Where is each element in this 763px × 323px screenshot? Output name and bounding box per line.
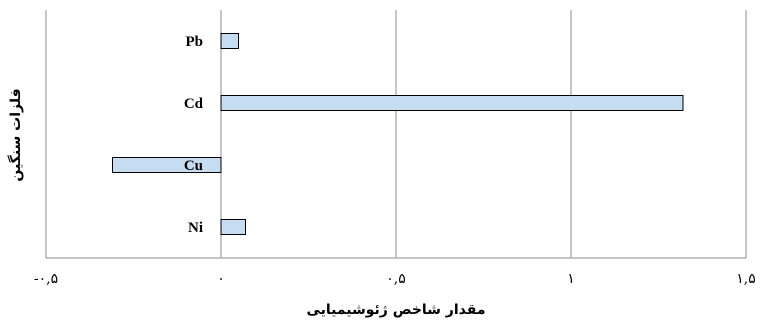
category-label-pb: Pb xyxy=(185,34,203,50)
category-label-cu: Cu xyxy=(184,158,203,174)
grid-lines xyxy=(45,10,747,259)
x-axis-title: مقدار شاخص ژئوشیمیایی xyxy=(306,302,485,318)
bar-ni xyxy=(220,219,246,235)
x-tick-label: ۱,۵ xyxy=(736,271,756,287)
category-label-cd: Cd xyxy=(184,96,204,112)
bar-cu xyxy=(112,157,222,173)
x-tick-label: ۰,۵ xyxy=(386,271,406,287)
bar-cd xyxy=(220,95,684,111)
bars xyxy=(112,33,684,235)
category-label-ni: Ni xyxy=(188,220,203,236)
x-tick-label: -۰,۵ xyxy=(34,271,58,287)
y-axis-title: فلزات سنگین xyxy=(7,88,24,181)
x-tick-label: ۱ xyxy=(567,271,575,287)
bar-pb xyxy=(220,33,239,49)
x-tick-labels: -۰,۵ ۰ ۰,۵ ۱ ۱,۵ xyxy=(34,271,756,287)
x-tick-label: ۰ xyxy=(217,271,225,287)
category-labels: Pb Cd Cu Ni xyxy=(184,34,204,236)
